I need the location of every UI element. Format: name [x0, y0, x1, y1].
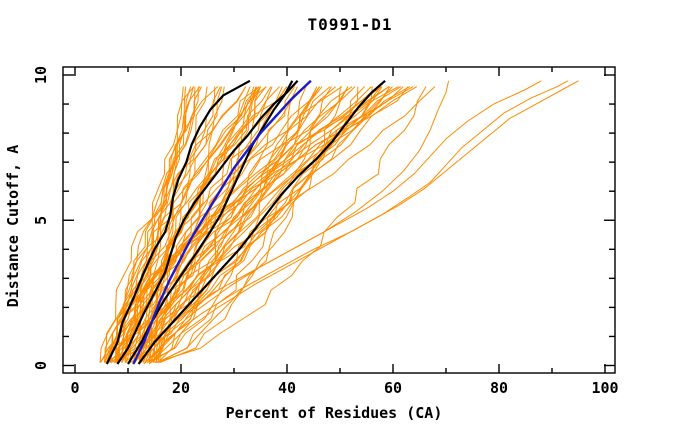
model-curve: [116, 86, 202, 363]
x-tick-label: 40: [278, 379, 296, 397]
chart-title: T0991-D1: [307, 15, 392, 34]
model-curve: [129, 86, 372, 363]
model-curve: [142, 86, 402, 363]
model-curve: [103, 86, 247, 363]
model-curve: [156, 86, 332, 364]
model-curve: [146, 86, 298, 364]
x-tick-label: 60: [384, 379, 402, 397]
model-curve: [159, 86, 349, 364]
model-curve: [99, 86, 436, 363]
y-tick-label: 10: [32, 66, 50, 84]
orange-outlier-1: [143, 80, 569, 365]
x-tick-label: 80: [490, 379, 508, 397]
model-curve: [109, 86, 343, 363]
blue-highlight-curve: [132, 79, 312, 365]
model-curve: [104, 86, 337, 363]
blue-highlight-model: [132, 79, 312, 365]
y-tick-label: 0: [32, 361, 50, 370]
black-reference-curves: [105, 79, 386, 365]
model-curve: [149, 86, 257, 364]
x-tick-label: 100: [591, 379, 618, 397]
black-reference-4: [137, 79, 386, 365]
x-tick-label: 0: [70, 379, 79, 397]
model-curve: [124, 86, 194, 363]
model-curve: [110, 86, 320, 364]
orange-outlier-2: [148, 80, 579, 365]
black-reference-2: [116, 80, 299, 365]
orange-outlier-4: [132, 80, 450, 365]
model-curve: [144, 86, 382, 363]
axis-tick-labels: 0 20 40 60 80 100 0 5 10: [32, 66, 619, 397]
model-curve: [154, 86, 411, 363]
model-curve: [155, 86, 251, 363]
y-axis-label: Distance Cutoff, A: [4, 145, 22, 308]
model-curve: [139, 86, 356, 363]
model-curve: [152, 86, 257, 363]
model-curve: [157, 86, 307, 363]
x-axis-label: Percent of Residues (CA): [226, 404, 443, 422]
orange-outlier-3: [138, 80, 542, 365]
x-tick-label: 20: [172, 379, 190, 397]
orange-model-curves: [99, 86, 436, 364]
model-curve: [155, 86, 427, 364]
model-curve: [145, 86, 373, 363]
black-reference-3: [127, 80, 294, 365]
y-tick-label: 5: [32, 216, 50, 225]
axis-ticks: [63, 67, 615, 373]
model-curve: [150, 86, 318, 363]
model-curve: [117, 86, 404, 363]
model-curve: [105, 86, 199, 363]
black-reference-1: [105, 79, 251, 365]
orange-outlier-curves: [132, 80, 579, 365]
